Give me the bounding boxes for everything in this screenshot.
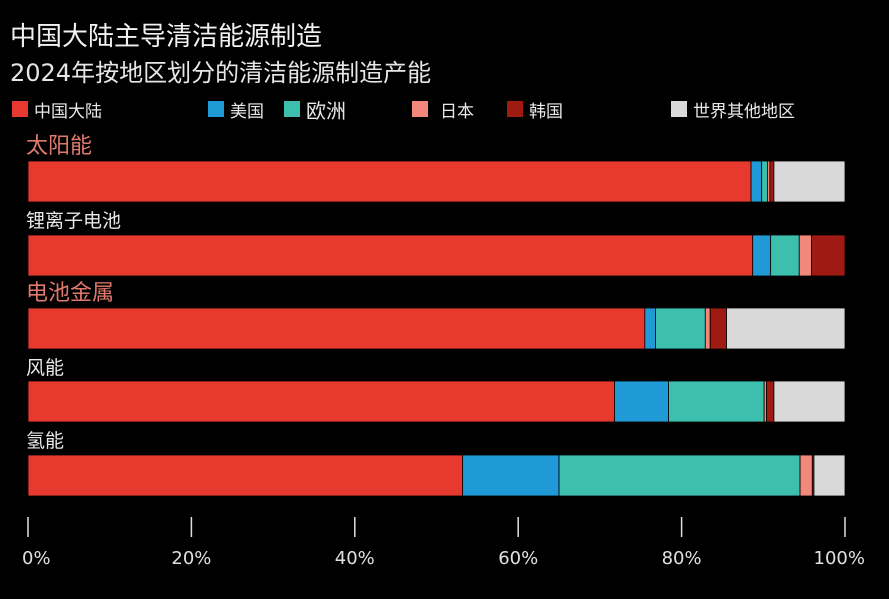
bar-segment-europe [558,454,801,497]
legend-swatch-korea [507,101,523,117]
bar-segment-china [27,160,752,203]
x-axis-tick-label: 100% [814,548,865,569]
bar-segment-us [644,307,656,350]
bar-segment-korea [766,380,775,423]
legend-item-china: 中国大陆 [12,98,102,122]
bar-segment-us [614,380,669,423]
bar-segment-europe [655,307,706,350]
bar-segment-china [27,454,464,497]
category-label: 电池金属 [26,281,114,306]
bar-segment-china [27,234,754,277]
legend-label-china: 中国大陆 [34,101,102,122]
legend-item-rest: 世界其他地区 [671,98,795,122]
legend-swatch-china [12,101,28,117]
bar-segment-korea [709,307,727,350]
x-axis-tick-label: 60% [498,548,538,569]
bar-segment-us [752,234,772,277]
legend-swatch-rest [671,101,687,117]
category-label: 锂离子电池 [26,210,121,232]
bar-segment-japan [704,307,711,350]
chart-title: 中国大陆主导清洁能源制造 [10,22,323,52]
bar-segment-china [27,307,646,350]
bar-segment-us [750,160,763,203]
legend-swatch-us [208,101,224,117]
x-axis-tick-label: 0% [22,548,51,569]
bar-segment-europe [770,234,800,277]
legend-item-us: 美国 [208,98,264,122]
category-label: 太阳能 [26,134,92,159]
legend-swatch-japan [412,101,428,117]
bar-segment-japan [798,234,812,277]
bar-segment-korea [811,234,846,277]
legend-label-europe: 欧洲 [306,98,346,123]
legend-swatch-europe [284,101,300,117]
x-axis-tick-label: 40% [335,548,375,569]
bar-segment-rest [773,160,846,203]
chart-subtitle: 2024年按地区划分的清洁能源制造产能 [10,59,432,87]
bar-segment-europe [668,380,765,423]
bar-segment-china [27,380,616,423]
legend-label-us: 美国 [230,101,264,122]
legend-item-europe: 欧洲 [284,98,346,123]
category-label: 风能 [26,357,64,379]
bar-segment-rest [813,454,846,497]
legend-label-rest: 世界其他地区 [693,101,795,122]
category-label: 氢能 [26,430,64,452]
bar-segment-us [462,454,560,497]
x-axis-tick-label: 80% [662,548,702,569]
bar-segment-rest [773,380,846,423]
bar-segment-rest [726,307,846,350]
legend-label-korea: 韩国 [529,101,563,122]
x-axis-tick-label: 20% [171,548,211,569]
bar-segment-japan [799,454,813,497]
bar-segment-korea [769,160,775,203]
legend-item-japan: 日本 [412,98,474,122]
legend-item-korea: 韩国 [507,98,563,122]
bar-segment-europe [761,160,768,203]
legend-label-japan: 日本 [440,101,474,122]
